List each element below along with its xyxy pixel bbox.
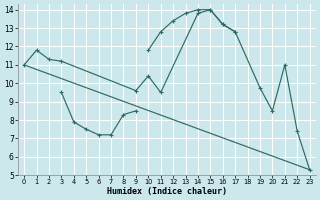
X-axis label: Humidex (Indice chaleur): Humidex (Indice chaleur) [107,187,227,196]
